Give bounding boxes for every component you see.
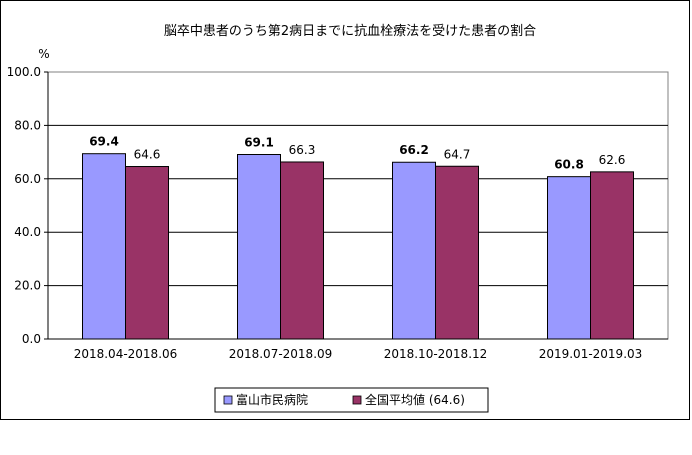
bar-hospital (392, 161, 436, 340)
x-tick-label: 2018.07-2018.09 (229, 347, 333, 361)
data-label: 64.6 (134, 148, 161, 162)
y-tick-label: 60.0 (14, 172, 41, 186)
legend-box (214, 387, 489, 413)
value-labels: 69.4 64.6 69.1 66.3 66.2 64.7 60.8 62.6 (89, 135, 625, 172)
x-tick-label: 2019.01-2019.03 (539, 347, 643, 361)
x-tick-label: 2018.10-2018.12 (384, 347, 488, 361)
legend-label-national-average: 全国平均値 (64.6) (365, 392, 465, 407)
data-label: 69.1 (244, 136, 274, 150)
bar-hospital (237, 154, 281, 340)
bar-national-average (125, 166, 169, 340)
y-axis-unit: % (38, 47, 49, 61)
bar-national-average (590, 171, 634, 340)
bar-national-average (435, 165, 479, 340)
legend-swatch-hospital (223, 395, 233, 405)
legend: 富山市民病院 全国平均値 (64.6) (214, 387, 489, 413)
y-axis-ticks: 0.0 20.0 40.0 60.0 80.0 100.0 (7, 65, 48, 346)
data-label: 64.7 (444, 147, 471, 161)
y-tick-label: 80.0 (14, 118, 41, 132)
bar-series (82, 153, 634, 340)
bar-hospital (547, 176, 591, 340)
data-label: 62.6 (599, 153, 626, 167)
y-tick-label: 20.0 (14, 279, 41, 293)
bar-hospital (82, 153, 126, 340)
x-tick-label: 2018.04-2018.06 (74, 347, 178, 361)
y-tick-label: 0.0 (22, 332, 41, 346)
bar-national-average (280, 161, 324, 340)
data-label: 69.4 (89, 135, 119, 149)
x-axis-labels: 2018.04-2018.06 2018.07-2018.09 2018.10-20… (74, 347, 643, 361)
data-label: 60.8 (554, 158, 584, 172)
y-tick-label: 40.0 (14, 225, 41, 239)
data-label: 66.2 (399, 143, 429, 157)
legend-label-hospital: 富山市民病院 (236, 392, 308, 407)
chart-title: 脳卒中患者のうち第2病日までに抗血栓療法を受けた患者の割合 (164, 23, 536, 39)
y-tick-label: 100.0 (7, 65, 41, 79)
legend-swatch-national-average (352, 395, 362, 405)
data-label: 66.3 (289, 143, 316, 157)
